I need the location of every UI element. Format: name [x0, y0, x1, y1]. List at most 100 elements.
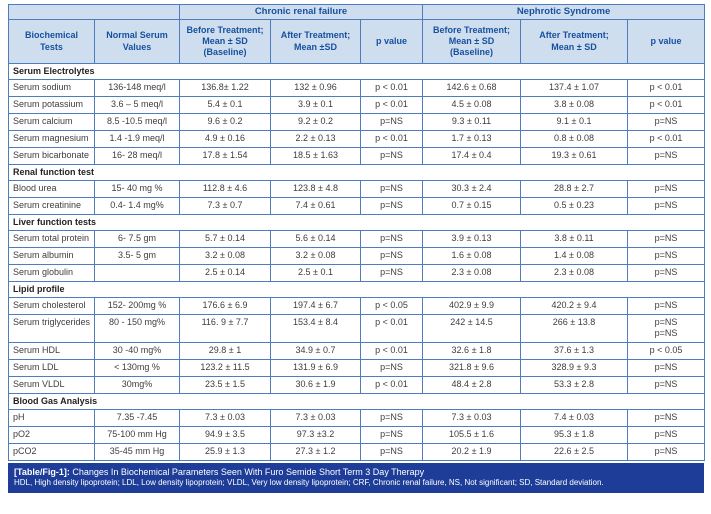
crf-after-cell: 30.6 ± 1.9 [270, 376, 361, 394]
crf-before-cell: 17.8 ± 1.54 [179, 147, 271, 165]
ns-p-cell: p=NS [627, 409, 706, 427]
ns-before-cell: 402.9 ± 9.9 [422, 297, 522, 315]
ns-after-cell: 420.2 ± 9.4 [520, 297, 629, 315]
crf-after-cell: 2.2 ± 0.13 [270, 130, 361, 148]
crf-after-cell: 153.4 ± 8.4 [270, 314, 361, 343]
test-cell: pCO2 [8, 443, 95, 461]
crf-before-cell: 4.9 ± 0.16 [179, 130, 271, 148]
crf-p-cell: p=NS [359, 426, 424, 444]
ns-after-cell: 95.3 ± 1.8 [520, 426, 629, 444]
section-header-row: Liver function tests [7, 214, 706, 231]
ns-p-cell: p=NS p=NS [627, 314, 706, 343]
ns-before-cell: 48.4 ± 2.8 [422, 376, 522, 394]
table-row: Serum sodium 136-148 meq/l 136.8± 1.22 132 … [8, 79, 706, 97]
test-cell: Serum sodium [8, 79, 95, 97]
ns-before-cell: 3.9 ± 0.13 [422, 230, 522, 248]
normal-cell: 30mg% [94, 376, 180, 394]
section-header-row: Serum Electrolytes [7, 63, 706, 80]
table-row: Serum HDL 30 -40 mg% 29.8 ± 1 34.9 ± 0.7 p <… [8, 342, 706, 360]
table-row: Serum triglycerides 80 - 150 mg% 116. 9 ± … [8, 314, 706, 343]
ns-p-cell: p < 0.05 [627, 342, 706, 360]
crf-before-cell: 7.3 ± 0.03 [179, 409, 271, 427]
test-cell: Serum total protein [8, 230, 95, 248]
column-header-row: Biochemical Tests Normal Serum Values Be… [8, 19, 706, 64]
table-row: Serum LDL < 130mg % 123.2 ± 11.5 131.9 ± 6.… [8, 359, 706, 377]
ns-before-cell: 9.3 ± 0.11 [422, 113, 522, 131]
crf-before-cell: 94.9 ± 3.5 [179, 426, 271, 444]
ns-after-cell: 7.4 ± 0.03 [520, 409, 629, 427]
ns-after-cell: 3.8 ± 0.11 [520, 230, 629, 248]
ns-after-cell: 3.8 ± 0.08 [520, 96, 629, 114]
crf-before-cell: 9.6 ± 0.2 [179, 113, 271, 131]
col-header-normal-serum-values: Normal Serum Values [94, 19, 180, 64]
crf-after-cell: 7.3 ± 0.03 [270, 409, 361, 427]
ns-p-cell: p=NS [627, 113, 706, 131]
crf-after-cell: 131.9 ± 6.9 [270, 359, 361, 377]
normal-cell: 3.5- 5 gm [94, 247, 180, 265]
ns-before-cell: 2.3 ± 0.08 [422, 264, 522, 282]
normal-cell: 6- 7.5 gm [94, 230, 180, 248]
normal-cell: 16- 28 meq/l [94, 147, 180, 165]
ns-p-cell: p=NS [627, 180, 706, 198]
normal-cell: 15- 40 mg % [94, 180, 180, 198]
crf-p-cell: p < 0.01 [359, 376, 424, 394]
col-header-ns-before-treatment: Before Treatment; Mean ± SD (Baseline) [422, 19, 522, 64]
ns-before-cell: 0.7 ± 0.15 [422, 197, 522, 215]
ns-p-cell: p < 0.01 [627, 79, 706, 97]
ns-before-cell: 142.6 ± 0.68 [422, 79, 522, 97]
ns-p-cell: p=NS [627, 264, 706, 282]
table-row: pCO2 35-45 mm Hg 25.9 ± 1.3 27.3 ± 1.2 p=NS 2… [8, 443, 706, 461]
test-cell: Serum VLDL [8, 376, 95, 394]
caption-line: [Table/Fig-1]: Changes In Biochemical Pa… [14, 466, 698, 478]
normal-cell: 0.4- 1.4 mg% [94, 197, 180, 215]
section-header-row: Renal function test [7, 164, 706, 181]
crf-after-cell: 9.2 ± 0.2 [270, 113, 361, 131]
ns-before-cell: 4.5 ± 0.08 [422, 96, 522, 114]
col-header-crf-p-value: p value [359, 19, 424, 64]
crf-after-cell: 132 ± 0.96 [270, 79, 361, 97]
test-cell: Blood urea [8, 180, 95, 198]
section-header-row: Lipid profile [7, 281, 706, 298]
ns-before-cell: 7.3 ± 0.03 [422, 409, 522, 427]
crf-p-cell: p=NS [359, 197, 424, 215]
normal-cell: 75-100 mm Hg [94, 426, 180, 444]
crf-after-cell: 34.9 ± 0.7 [270, 342, 361, 360]
ns-p-cell: p < 0.01 [627, 130, 706, 148]
ns-after-cell: 22.6 ± 2.5 [520, 443, 629, 461]
caption-label: [Table/Fig-1]: [14, 467, 70, 477]
ns-after-cell: 137.4 ± 1.07 [520, 79, 629, 97]
ns-after-cell: 53.3 ± 2.8 [520, 376, 629, 394]
test-cell: Serum calcium [8, 113, 95, 131]
col-header-crf-before-treatment: Before Treatment; Mean ± SD (Baseline) [179, 19, 271, 64]
test-cell: Serum globulin [8, 264, 95, 282]
normal-cell: 30 -40 mg% [94, 342, 180, 360]
ns-after-cell: 37.6 ± 1.3 [520, 342, 629, 360]
crf-p-cell: p=NS [359, 113, 424, 131]
crf-before-cell: 23.5 ± 1.5 [179, 376, 271, 394]
crf-after-cell: 197.4 ± 6.7 [270, 297, 361, 315]
ns-before-cell: 30.3 ± 2.4 [422, 180, 522, 198]
ns-p-cell: p=NS [627, 426, 706, 444]
crf-before-cell: 123.2 ± 11.5 [179, 359, 271, 377]
normal-cell: 8.5 -10.5 meq/l [94, 113, 180, 131]
ns-p-cell: p=NS [627, 230, 706, 248]
test-cell: Serum albumin [8, 247, 95, 265]
test-cell: Serum magnesium [8, 130, 95, 148]
section-title: Serum Electrolytes [7, 63, 706, 80]
test-cell: Serum creatinine [8, 197, 95, 215]
table-row: Serum globulin 2.5 ± 0.14 2.5 ± 0.1 p=NS 2.3… [8, 264, 706, 282]
table-row: Serum VLDL 30mg% 23.5 ± 1.5 30.6 ± 1.9 p < 0… [8, 376, 706, 394]
section-title: Renal function test [7, 164, 706, 181]
ns-before-cell: 20.2 ± 1.9 [422, 443, 522, 461]
crf-p-cell: p=NS [359, 147, 424, 165]
ns-before-cell: 1.7 ± 0.13 [422, 130, 522, 148]
table-row: Blood urea 15- 40 mg % 112.8 ± 4.6 123.8 ± … [8, 180, 706, 198]
ns-before-cell: 32.6 ± 1.8 [422, 342, 522, 360]
crf-before-cell: 136.8± 1.22 [179, 79, 271, 97]
crf-after-cell: 5.6 ± 0.14 [270, 230, 361, 248]
table-row: pH 7.35 -7.45 7.3 ± 0.03 7.3 ± 0.03 p=NS 7.3 … [8, 409, 706, 427]
ns-after-cell: 28.8 ± 2.7 [520, 180, 629, 198]
crf-p-cell: p=NS [359, 409, 424, 427]
test-cell: Serum potassium [8, 96, 95, 114]
col-header-crf-after-treatment: After Treatment; Mean ±SD [270, 19, 361, 64]
